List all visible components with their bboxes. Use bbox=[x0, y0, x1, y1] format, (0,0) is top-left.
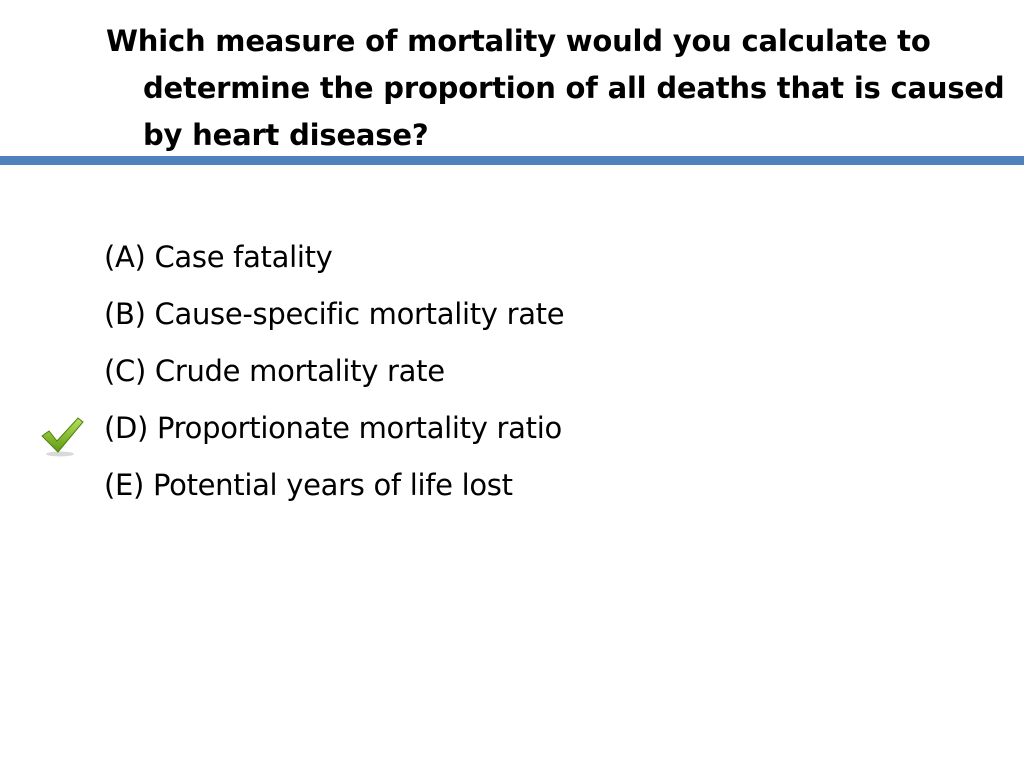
answer-options: (A) Case fatality (B) Cause-specific mor… bbox=[104, 234, 565, 519]
option-c[interactable]: (C) Crude mortality rate bbox=[104, 354, 445, 388]
option-d[interactable]: (D) Proportionate mortality ratio bbox=[104, 411, 562, 445]
question-text: Which measure of mortality would you cal… bbox=[106, 24, 1005, 152]
title-divider bbox=[0, 156, 1024, 165]
option-b[interactable]: (B) Cause-specific mortality rate bbox=[104, 297, 565, 331]
option-a[interactable]: (A) Case fatality bbox=[104, 240, 333, 274]
option-e[interactable]: (E) Potential years of life lost bbox=[104, 468, 513, 502]
checkmark-icon bbox=[41, 417, 84, 457]
